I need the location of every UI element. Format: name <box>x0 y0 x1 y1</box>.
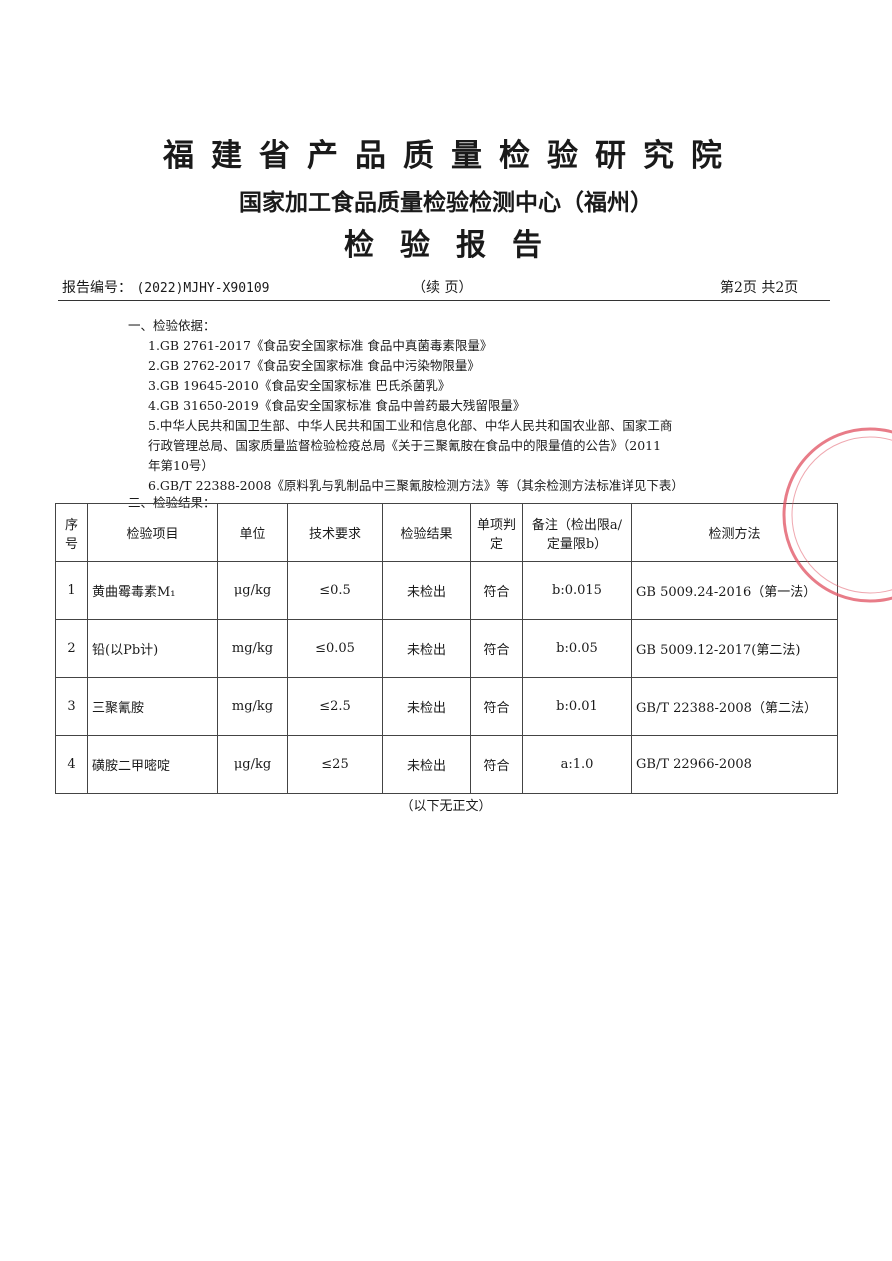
cell-item: 磺胺二甲嘧啶 <box>87 735 218 794</box>
cell-requirement: ≤25 <box>287 735 383 794</box>
institute-title: 福建省产品质量检验研究院 <box>163 138 739 174</box>
table-row: 3 三聚氰胺 mg/kg ≤2.5 未检出 符合 b:0.01 GB/T 223… <box>55 677 838 736</box>
cell-remark: b:0.01 <box>522 677 632 736</box>
col-header: 序号 <box>55 503 88 562</box>
col-header: 备注（检出限a/定量限b） <box>522 503 632 562</box>
results-table: 序号 检验项目 单位 技术要求 检验结果 单项判定 备注（检出限a/定量限b） … <box>55 503 838 794</box>
basis-item: 4.GB 31650-2019《食品安全国家标准 食品中兽药最大残留限量》 <box>148 398 526 413</box>
cell-judgement: 符合 <box>470 677 523 736</box>
basis-item: 6.GB/T 22388-2008《原料乳与乳制品中三聚氰胺检测方法》等（其余检… <box>148 478 684 493</box>
report-number: 报告编号： (2022)MJHY-X90109 <box>62 277 270 297</box>
report-number-label: 报告编号： <box>62 280 132 296</box>
table-row: 2 铅(以Pb计) mg/kg ≤0.05 未检出 符合 b:0.05 GB 5… <box>55 619 838 678</box>
cell-no: 1 <box>55 561 88 620</box>
col-header: 检测方法 <box>631 503 838 562</box>
col-header: 单位 <box>217 503 288 562</box>
cell-remark: b:0.05 <box>522 619 632 678</box>
cell-judgement: 符合 <box>470 619 523 678</box>
cell-no: 4 <box>55 735 88 794</box>
cell-result: 未检出 <box>382 561 471 620</box>
table-row: 1 黄曲霉毒素M₁ μg/kg ≤0.5 未检出 符合 b:0.015 GB 5… <box>55 561 838 620</box>
col-header: 技术要求 <box>287 503 383 562</box>
table-row: 4 磺胺二甲嘧啶 μg/kg ≤25 未检出 符合 a:1.0 GB/T 229… <box>55 735 838 794</box>
cell-requirement: ≤0.05 <box>287 619 383 678</box>
document-title: 检验报告 <box>344 228 568 263</box>
cell-unit: mg/kg <box>217 677 288 736</box>
cell-item: 铅(以Pb计) <box>87 619 218 678</box>
cell-item: 三聚氰胺 <box>87 677 218 736</box>
page-info: 第2页 共2页 <box>720 280 799 296</box>
cell-no: 2 <box>55 619 88 678</box>
official-seal <box>782 427 892 603</box>
report-number-value: (2022)MJHY-X90109 <box>136 281 270 296</box>
continued-label: （续 页） <box>412 280 473 296</box>
cell-method: GB/T 22966-2008 <box>631 735 838 794</box>
center-title: 国家加工食品质量检验检测中心（福州） <box>239 190 653 216</box>
cell-unit: μg/kg <box>217 561 288 620</box>
cell-unit: mg/kg <box>217 619 288 678</box>
basis-item: 5.中华人民共和国卫生部、中华人民共和国工业和信息化部、中华人民共和国农业部、国… <box>148 418 673 433</box>
cell-judgement: 符合 <box>470 735 523 794</box>
basis-item: 年第10号） <box>148 458 214 473</box>
inspection-basis: 一、检验依据： 1.GB 2761-2017《食品安全国家标准 食品中真菌毒素限… <box>128 316 768 510</box>
cell-method: GB/T 22388-2008（第二法） <box>631 677 838 736</box>
basis-item: 行政管理总局、国家质量监督检验检疫总局《关于三聚氰胺在食品中的限量值的公告》（2… <box>148 438 662 453</box>
basis-heading: 一、检验依据： <box>128 318 216 333</box>
cell-item: 黄曲霉毒素M₁ <box>87 561 218 620</box>
cell-requirement: ≤2.5 <box>287 677 383 736</box>
col-header: 单项判定 <box>470 503 523 562</box>
cell-result: 未检出 <box>382 619 471 678</box>
cell-method: GB 5009.12-2017(第二法) <box>631 619 838 678</box>
basis-item: 2.GB 2762-2017《食品安全国家标准 食品中污染物限量》 <box>148 358 480 373</box>
col-header: 检验结果 <box>382 503 471 562</box>
table-header-row: 序号 检验项目 单位 技术要求 检验结果 单项判定 备注（检出限a/定量限b） … <box>55 503 838 562</box>
col-header: 检验项目 <box>87 503 218 562</box>
cell-judgement: 符合 <box>470 561 523 620</box>
cell-result: 未检出 <box>382 677 471 736</box>
cell-remark: b:0.015 <box>522 561 632 620</box>
cell-remark: a:1.0 <box>522 735 632 794</box>
header-divider <box>58 300 830 301</box>
cell-requirement: ≤0.5 <box>287 561 383 620</box>
cell-no: 3 <box>55 677 88 736</box>
end-of-text-note: （以下无正文） <box>400 799 492 814</box>
basis-item: 3.GB 19645-2010《食品安全国家标准 巴氏杀菌乳》 <box>148 378 451 393</box>
basis-item: 1.GB 2761-2017《食品安全国家标准 食品中真菌毒素限量》 <box>148 338 493 353</box>
cell-result: 未检出 <box>382 735 471 794</box>
cell-unit: μg/kg <box>217 735 288 794</box>
